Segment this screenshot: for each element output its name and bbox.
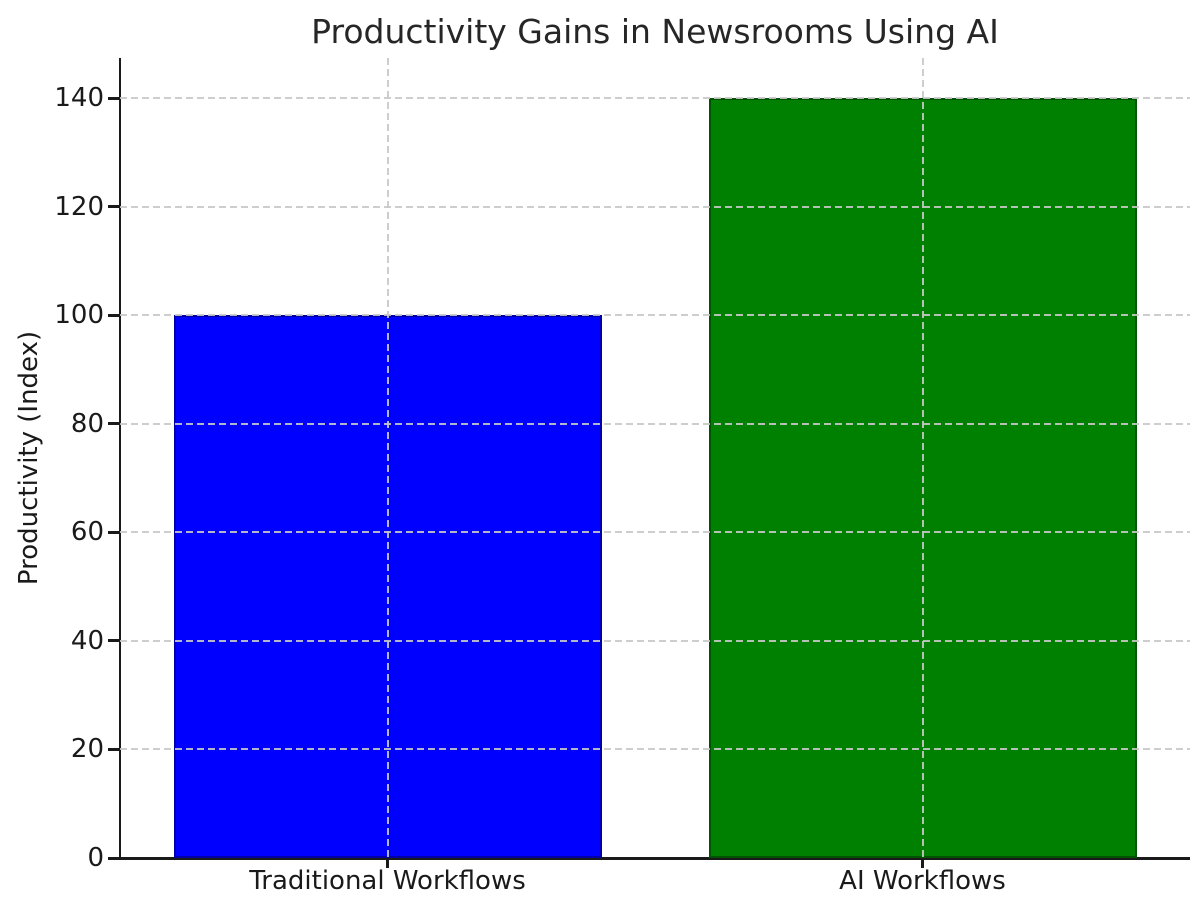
horizontal-gridline bbox=[120, 97, 1190, 99]
horizontal-gridline bbox=[120, 639, 1190, 642]
vertical-gridline bbox=[386, 58, 389, 858]
x-tick-label-ai-workflows: AI Workflows bbox=[839, 866, 1006, 896]
chart-title: Productivity Gains in Newsrooms Using AI bbox=[311, 12, 999, 51]
y-tick-label-40: 40 bbox=[70, 625, 104, 656]
horizontal-gridline bbox=[120, 531, 1190, 534]
y-tick-mark bbox=[108, 856, 119, 860]
x-axis-spine bbox=[118, 856, 1190, 860]
horizontal-gridline bbox=[120, 422, 1190, 425]
y-tick-label-100: 100 bbox=[54, 300, 104, 331]
y-tick-mark bbox=[108, 422, 119, 426]
vertical-gridline bbox=[921, 58, 924, 858]
y-tick-label-20: 20 bbox=[70, 734, 104, 765]
y-tick-label-120: 120 bbox=[54, 191, 104, 222]
y-tick-mark bbox=[108, 747, 119, 751]
horizontal-gridline bbox=[120, 314, 1190, 317]
y-tick-mark bbox=[108, 313, 119, 317]
y-tick-mark bbox=[108, 639, 119, 643]
horizontal-gridline bbox=[120, 205, 1190, 208]
y-tick-mark bbox=[108, 530, 119, 534]
x-tick-mark bbox=[921, 859, 924, 868]
horizontal-gridline bbox=[120, 748, 1190, 751]
y-tick-label-0: 0 bbox=[87, 843, 104, 873]
y-axis-spine bbox=[118, 58, 121, 859]
y-tick-mark bbox=[108, 205, 119, 209]
x-tick-label-traditional-workflows: Traditional Workflows bbox=[249, 866, 526, 896]
y-tick-label-60: 60 bbox=[70, 517, 104, 548]
y-tick-mark bbox=[108, 96, 119, 100]
y-tick-label-80: 80 bbox=[70, 408, 104, 439]
y-tick-label-140: 140 bbox=[54, 83, 104, 113]
x-tick-mark bbox=[386, 859, 389, 868]
